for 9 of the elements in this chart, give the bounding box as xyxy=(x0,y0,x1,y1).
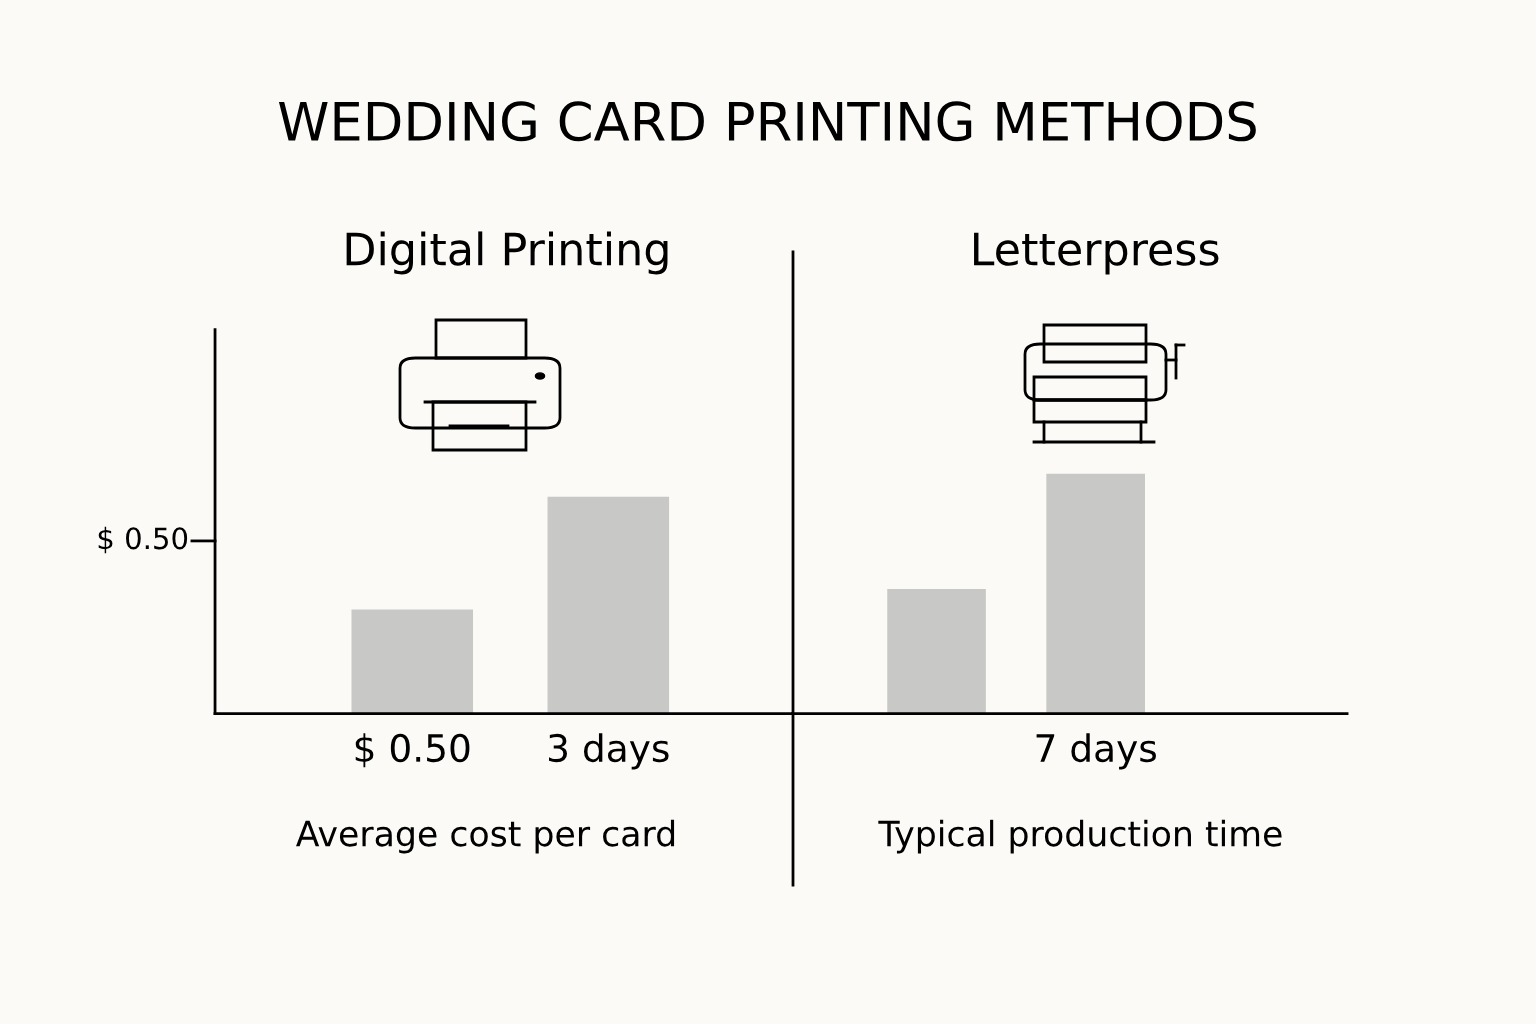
chart-title: WEDDING CARD PRINTING METHODS xyxy=(278,101,1256,142)
x-tick-label: $ 0.50 xyxy=(355,733,470,768)
x-axis-title: Average cost per card xyxy=(296,819,675,854)
chart-subtitle: Digital Printing xyxy=(346,231,668,275)
chart-subtitle: Letterpress xyxy=(974,232,1219,275)
text: $ 0.50 xyxy=(98,526,188,554)
x-tick-label: 7 days xyxy=(1036,733,1156,770)
x-axis-title: Typical production time xyxy=(878,819,1282,854)
x-tick-label: 3 days xyxy=(549,733,669,770)
